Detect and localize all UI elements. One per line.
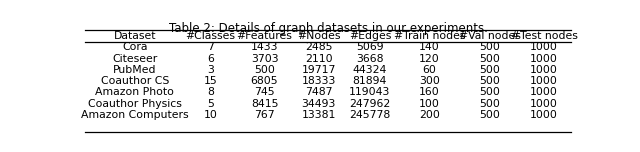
Text: 767: 767 [254, 110, 275, 120]
Text: 1000: 1000 [530, 65, 558, 75]
Text: #Nodes: #Nodes [297, 31, 340, 41]
Text: 15: 15 [204, 76, 218, 86]
Text: 44324: 44324 [353, 65, 387, 75]
Text: 10: 10 [204, 110, 218, 120]
Text: 245778: 245778 [349, 110, 390, 120]
Text: 2485: 2485 [305, 42, 332, 52]
Text: 19717: 19717 [301, 65, 336, 75]
Text: Citeseer: Citeseer [112, 54, 157, 64]
Text: 18333: 18333 [301, 76, 336, 86]
Text: 81894: 81894 [353, 76, 387, 86]
Text: 5: 5 [207, 99, 214, 109]
Text: 300: 300 [419, 76, 440, 86]
Text: #Edges: #Edges [349, 31, 391, 41]
Text: 3668: 3668 [356, 54, 383, 64]
Text: 160: 160 [419, 87, 440, 97]
Text: 1000: 1000 [530, 76, 558, 86]
Text: Coauthor CS: Coauthor CS [100, 76, 169, 86]
Text: 1433: 1433 [251, 42, 278, 52]
Text: #Features: #Features [237, 31, 292, 41]
Text: 34493: 34493 [301, 99, 336, 109]
Text: Coauthor Physics: Coauthor Physics [88, 99, 182, 109]
Text: 500: 500 [479, 87, 500, 97]
Text: 500: 500 [254, 65, 275, 75]
Text: 500: 500 [479, 76, 500, 86]
Text: 1000: 1000 [530, 99, 558, 109]
Text: #Test nodes: #Test nodes [511, 31, 577, 41]
Text: Amazon Computers: Amazon Computers [81, 110, 189, 120]
Text: #Val nodes: #Val nodes [459, 31, 521, 41]
Text: 8415: 8415 [251, 99, 278, 109]
Text: 1000: 1000 [530, 54, 558, 64]
Text: 500: 500 [479, 99, 500, 109]
Text: 500: 500 [479, 65, 500, 75]
Text: 8: 8 [207, 87, 214, 97]
Text: 7487: 7487 [305, 87, 332, 97]
Text: 140: 140 [419, 42, 440, 52]
Text: 119043: 119043 [349, 87, 390, 97]
Text: 100: 100 [419, 99, 440, 109]
Text: 7: 7 [207, 42, 214, 52]
Text: 13381: 13381 [301, 110, 336, 120]
Text: 2110: 2110 [305, 54, 332, 64]
Text: PubMed: PubMed [113, 65, 157, 75]
Text: Table 2: Details of graph datasets in our experiments.: Table 2: Details of graph datasets in ou… [168, 22, 488, 35]
Text: 500: 500 [479, 54, 500, 64]
Text: Cora: Cora [122, 42, 148, 52]
Text: 5069: 5069 [356, 42, 383, 52]
Text: 500: 500 [479, 42, 500, 52]
Text: 500: 500 [479, 110, 500, 120]
Text: #Train nodes: #Train nodes [394, 31, 465, 41]
Text: 1000: 1000 [530, 87, 558, 97]
Text: Amazon Photo: Amazon Photo [95, 87, 174, 97]
Text: 1000: 1000 [530, 42, 558, 52]
Text: 6805: 6805 [251, 76, 278, 86]
Text: 3: 3 [207, 65, 214, 75]
Text: 1000: 1000 [530, 110, 558, 120]
Text: 3703: 3703 [251, 54, 278, 64]
Text: 200: 200 [419, 110, 440, 120]
Text: 745: 745 [254, 87, 275, 97]
Text: Dataset: Dataset [114, 31, 156, 41]
Text: 247962: 247962 [349, 99, 390, 109]
Text: 120: 120 [419, 54, 440, 64]
Text: 6: 6 [207, 54, 214, 64]
Text: #Classes: #Classes [186, 31, 236, 41]
Text: 60: 60 [422, 65, 436, 75]
